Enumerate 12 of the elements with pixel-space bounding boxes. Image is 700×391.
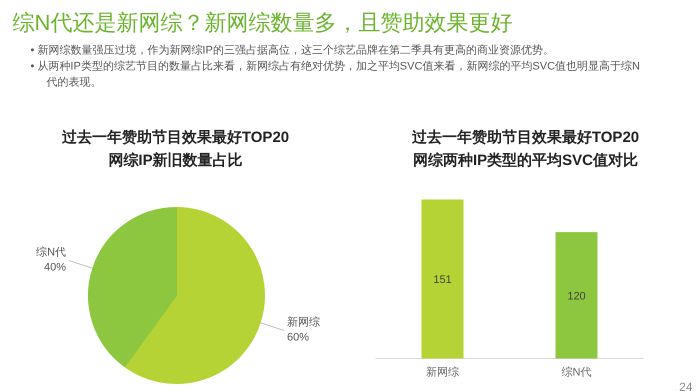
text: • 新网综数量强压过境，作为新网综IP的三强占据高位，这三个综艺品牌在第二季具有更高的商业资源优势。 [30, 44, 554, 56]
text: 24 [679, 380, 693, 391]
data-label: 120 [567, 290, 586, 302]
data-label: 60% [286, 331, 310, 344]
data-label: 151 [433, 274, 452, 286]
chart-title: 过去一年赞助节目效果最好TOP20网综IP新旧数量占比 [60, 129, 290, 169]
slice-label: 新网综 [286, 315, 320, 328]
text: 综N代还是新网综？新网综数量多，且赞助效果更好 [12, 10, 512, 35]
slice-label: 综N代 [36, 246, 66, 259]
text: • 从两种IP类型的综艺节目的数量占比来看，新网综占有绝对优势，加之平均SVC值来看，新网综的平均SVC值也明显高于综N代的表现。 [30, 60, 640, 88]
data-label: 40% [44, 262, 66, 274]
chart-title: 过去一年赞助节目效果最好TOP20网综两种IP类型的平均SVC值对比 [410, 129, 640, 169]
